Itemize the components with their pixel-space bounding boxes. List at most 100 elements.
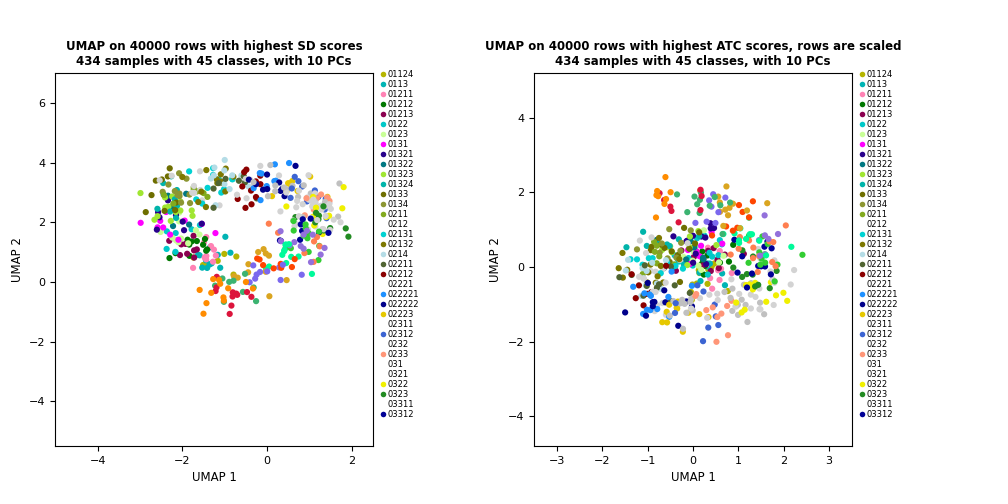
Point	[692, 206, 709, 214]
Point	[651, 280, 667, 288]
Point	[272, 236, 288, 244]
Point	[265, 264, 281, 272]
Point	[684, 306, 701, 314]
Point	[700, 244, 716, 252]
Point	[199, 262, 215, 270]
Point	[310, 228, 327, 236]
Point	[321, 229, 337, 237]
Point	[212, 280, 228, 288]
Point	[260, 192, 276, 200]
Point	[184, 212, 201, 220]
Point	[317, 244, 333, 252]
Point	[664, 263, 680, 271]
Point	[736, 250, 752, 258]
Point	[336, 183, 352, 191]
Point	[335, 204, 351, 212]
Point	[663, 247, 679, 256]
Point	[294, 182, 310, 191]
Point	[313, 191, 330, 199]
Point	[704, 228, 720, 236]
Point	[741, 231, 757, 239]
Point	[309, 203, 326, 211]
Point	[310, 228, 327, 236]
Point	[293, 271, 309, 279]
Point	[289, 187, 305, 195]
Point	[158, 245, 174, 253]
Point	[786, 266, 802, 274]
Point	[192, 230, 208, 238]
Point	[708, 312, 724, 321]
Point	[185, 254, 202, 262]
Point	[261, 292, 277, 300]
Point	[249, 271, 265, 279]
Point	[618, 267, 634, 275]
Point	[743, 291, 759, 299]
Point	[727, 236, 743, 244]
Point	[778, 221, 794, 229]
X-axis label: UMAP 1: UMAP 1	[192, 471, 237, 484]
Point	[775, 289, 791, 297]
Point	[661, 311, 677, 320]
Point	[668, 254, 684, 262]
Point	[168, 236, 184, 244]
Point	[225, 175, 241, 183]
Point	[271, 178, 287, 186]
Point	[199, 246, 215, 255]
Y-axis label: UMAP 2: UMAP 2	[490, 237, 502, 282]
Point	[724, 297, 740, 305]
Point	[639, 290, 655, 298]
Point	[204, 289, 220, 297]
Point	[629, 245, 645, 254]
Point	[734, 308, 750, 317]
Point	[255, 261, 271, 269]
Point	[684, 281, 701, 289]
Point	[678, 256, 695, 264]
Point	[725, 200, 741, 208]
Point	[670, 258, 686, 266]
Point	[272, 187, 288, 195]
Point	[277, 244, 293, 252]
Point	[703, 267, 719, 275]
Point	[695, 254, 711, 262]
Point	[697, 262, 713, 270]
Point	[718, 194, 734, 202]
Point	[322, 200, 338, 208]
Point	[199, 166, 215, 174]
Point	[745, 197, 761, 205]
Point	[272, 207, 288, 215]
Point	[714, 269, 730, 277]
Point	[641, 254, 657, 262]
Point	[208, 287, 224, 295]
Point	[640, 268, 656, 276]
Point	[656, 286, 672, 294]
Point	[766, 279, 782, 287]
Point	[199, 299, 215, 307]
Point	[316, 225, 332, 233]
Point	[241, 182, 257, 191]
Point	[634, 261, 650, 269]
Point	[304, 198, 321, 206]
Point	[226, 277, 242, 285]
Point	[671, 256, 687, 264]
Point	[161, 164, 177, 172]
Point	[238, 278, 254, 286]
Point	[762, 284, 778, 292]
Point	[768, 267, 784, 275]
Point	[224, 301, 240, 309]
Point	[185, 185, 202, 193]
Point	[667, 309, 683, 317]
Point	[694, 232, 710, 240]
Point	[299, 225, 316, 233]
Point	[225, 292, 241, 300]
Point	[208, 251, 224, 260]
Point	[176, 217, 193, 225]
Point	[261, 220, 277, 228]
Point	[281, 179, 297, 187]
Point	[237, 178, 253, 186]
Point	[725, 264, 741, 272]
X-axis label: UMAP 1: UMAP 1	[670, 471, 716, 484]
Point	[704, 203, 720, 211]
Point	[654, 318, 670, 326]
Point	[658, 256, 674, 264]
Point	[719, 182, 735, 191]
